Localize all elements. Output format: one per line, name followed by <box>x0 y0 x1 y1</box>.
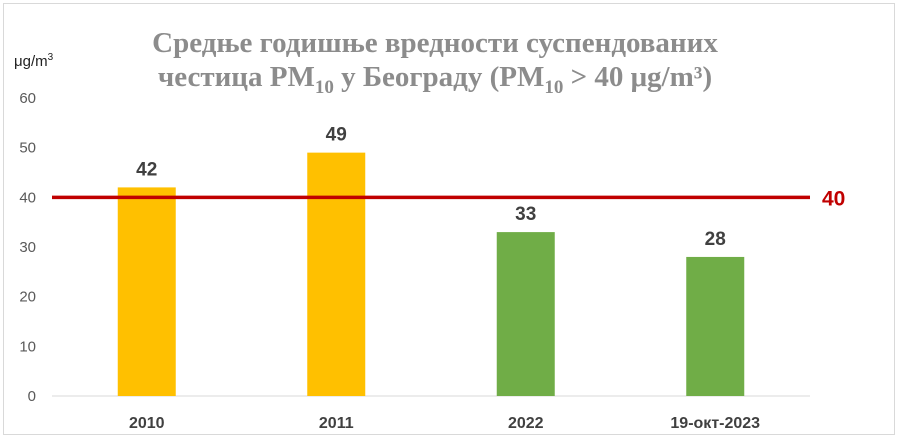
x-tick-label: 2011 <box>319 415 354 432</box>
y-unit-superscript: 3 <box>47 52 54 63</box>
y-tick-label: 10 <box>19 338 36 355</box>
threshold-label: 40 <box>822 187 845 210</box>
y-tick-label: 20 <box>19 289 36 306</box>
y-tick-label: 30 <box>19 239 36 256</box>
x-tick-label: 19-окт-2023 <box>670 415 760 432</box>
chart-title-line-2: честица PM10 у Београду (PM10 > 40 μg/m³… <box>110 60 760 97</box>
bar-value-label: 42 <box>136 159 157 180</box>
bar <box>117 187 176 396</box>
bar <box>686 256 745 396</box>
title-subscript-1: 10 <box>314 76 334 98</box>
bar-value-label: 49 <box>326 125 347 146</box>
x-tick-label: 2022 <box>508 415 544 432</box>
y-tick-label: 40 <box>19 189 36 206</box>
y-unit-main: μg/m <box>14 53 48 70</box>
title-part-a: честица PM <box>157 61 315 93</box>
bar <box>496 232 555 396</box>
y-axis-unit-label: μg/m3 <box>14 52 54 71</box>
chart-title-line-1: Средње годишње вредности суспендованих <box>152 27 718 59</box>
y-tick-label: 50 <box>19 140 36 157</box>
bar <box>307 152 366 396</box>
x-tick-label: 2010 <box>129 415 165 432</box>
title-subscript-2: 10 <box>544 76 564 98</box>
chart-title: Средње годишње вредности суспендованих ч… <box>110 26 760 97</box>
y-tick-label: 60 <box>19 90 36 107</box>
title-part-c: > 40 μg/m³) <box>563 61 713 93</box>
y-tick-label: 0 <box>28 388 36 405</box>
title-part-b: у Београду (PM <box>333 61 545 93</box>
bar-value-label: 28 <box>705 229 726 250</box>
bar-value-label: 33 <box>515 204 536 225</box>
